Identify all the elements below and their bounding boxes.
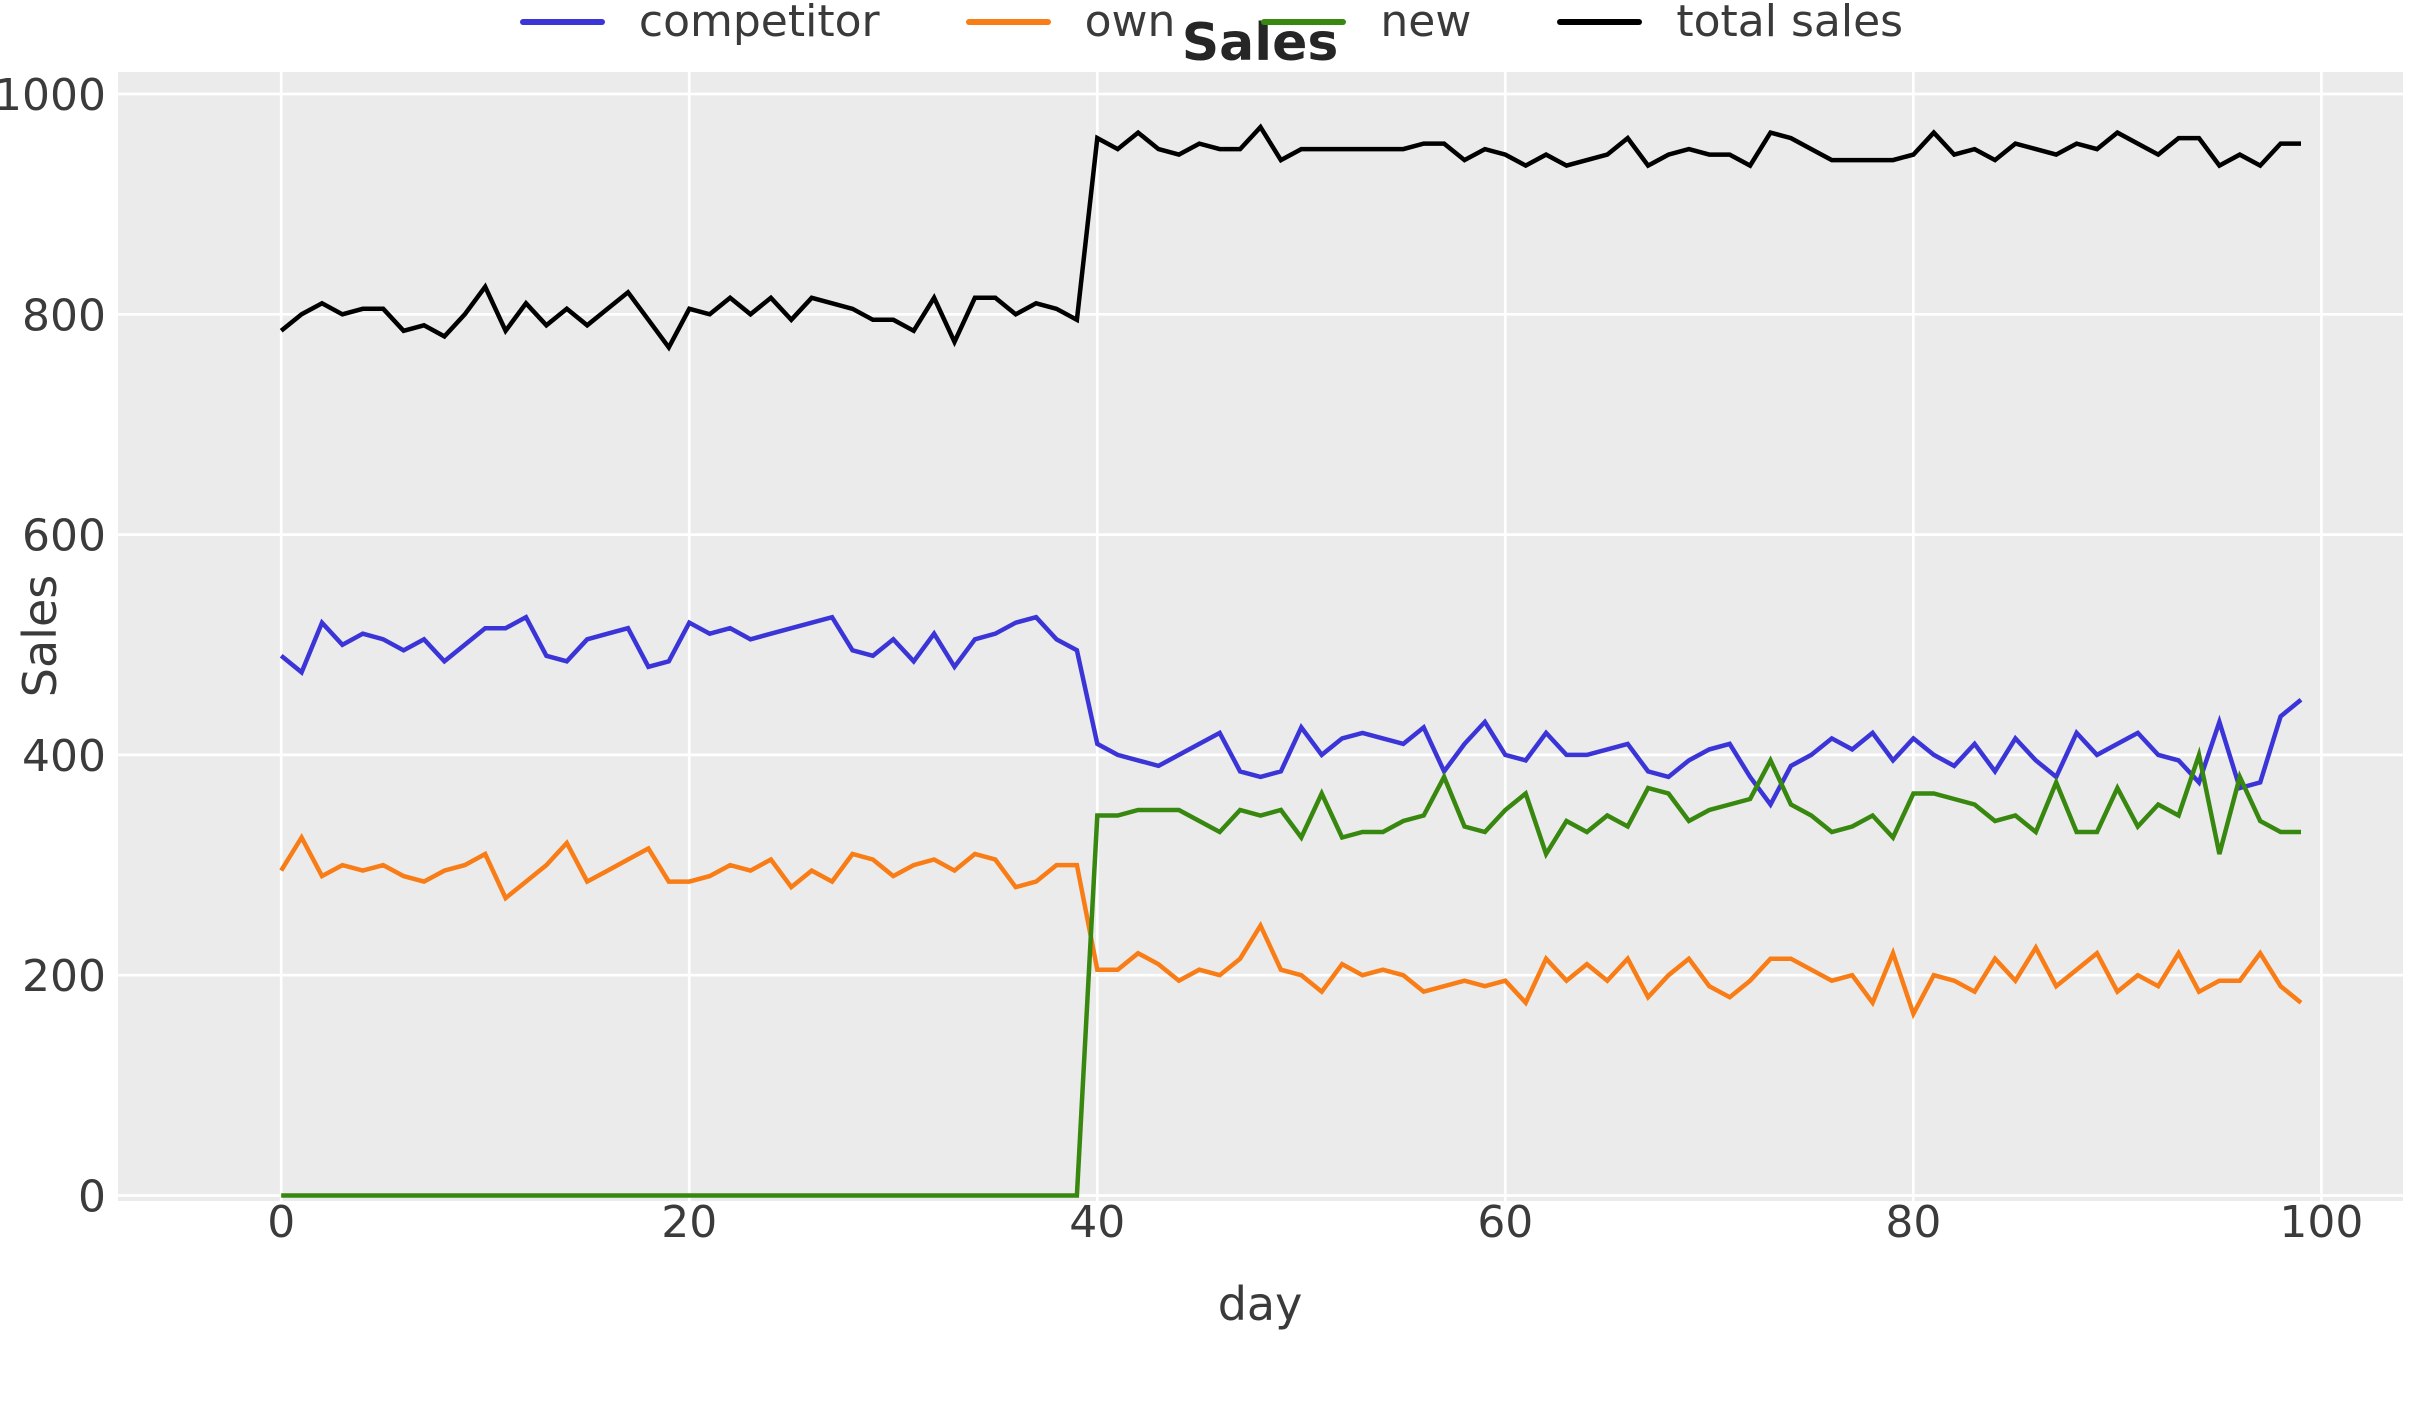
series-line-own [279,832,2303,1020]
y-tick-label-600: 600 [22,511,106,562]
series-line-new [281,746,2301,1198]
legend: competitor own new total sales [0,0,2423,44]
legend-swatch-new [1261,19,1347,25]
x-tick-label-20: 20 [661,1197,717,1248]
y-axis-tick-labels: 0 200 400 600 800 1000 [0,70,106,1222]
legend-item-total-sales: total sales [1557,0,1903,44]
x-tick-label-40: 40 [1069,1197,1125,1248]
y-tick-label-400: 400 [22,731,106,782]
legend-label-competitor: competitor [638,0,880,47]
legend-label-own: own [1084,0,1176,47]
legend-item-competitor: competitor [519,0,880,47]
series-lines [279,123,2303,1198]
series-line-competitor [279,614,2303,809]
y-tick-label-200: 200 [22,951,106,1002]
x-axis-label: day [1218,1277,1303,1331]
legend-item-new: new [1261,0,1471,44]
x-tick-label-60: 60 [1477,1197,1533,1248]
legend-item-own: own [965,0,1176,47]
y-tick-label-1000: 1000 [0,70,106,121]
x-tick-label-80: 80 [1885,1197,1941,1248]
series-line-total-sales [279,123,2301,352]
legend-label-new: new [1380,0,1472,47]
x-axis-tick-labels: 0 20 40 60 80 100 [267,1197,2363,1248]
legend-label-total-sales: total sales [1676,0,1904,47]
y-tick-label-0: 0 [78,1171,106,1222]
legend-swatch-own [965,19,1051,25]
plot-area [118,72,2403,1201]
x-tick-label-100: 100 [2279,1197,2363,1248]
legend-swatch-total-sales [1557,19,1643,25]
legend-swatch-competitor [519,19,605,25]
x-tick-label-0: 0 [267,1197,295,1248]
y-axis-label: Sales [13,575,67,697]
y-tick-label-800: 800 [22,290,106,341]
